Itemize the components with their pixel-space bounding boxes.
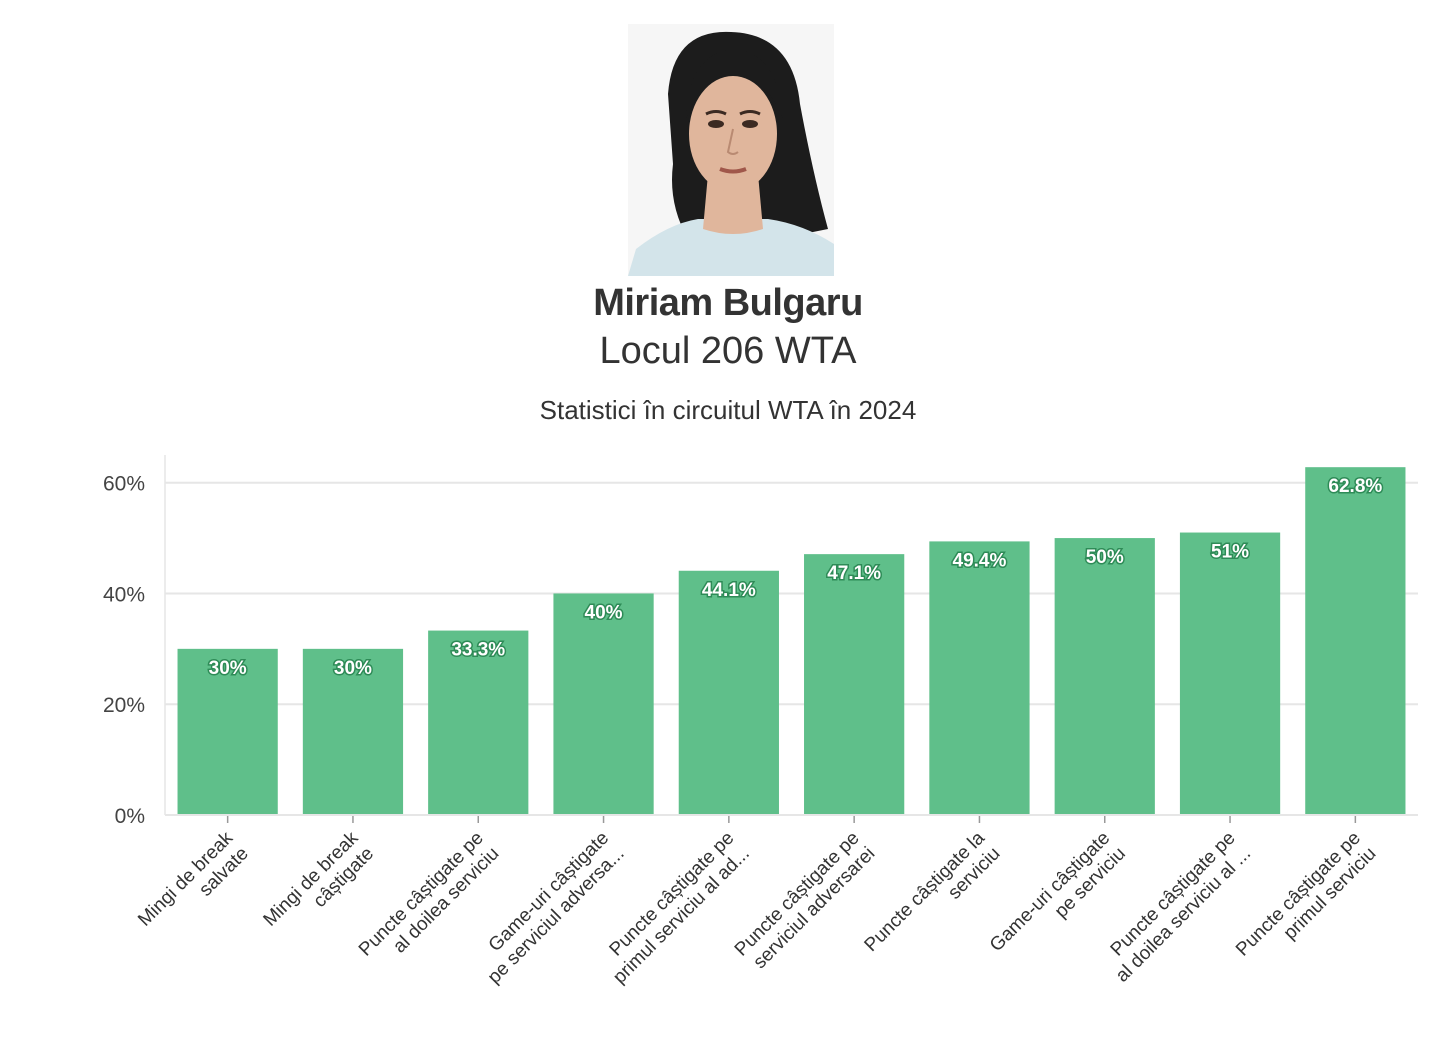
y-tick-label: 20%	[103, 694, 145, 717]
bar	[678, 570, 779, 815]
x-category-label-line: Puncte câștigate pe	[606, 828, 739, 961]
bar	[1054, 538, 1155, 815]
x-category-label-line: pe serviciul adversa...	[484, 843, 629, 988]
bar	[428, 630, 529, 815]
bar-value-label: 30%	[334, 658, 372, 679]
x-category-label: Mingi de breaksalvate	[134, 827, 253, 946]
bar	[1305, 467, 1406, 815]
bar-value-label: 62.8%	[1328, 476, 1382, 497]
player-portrait-image	[628, 24, 834, 276]
bar	[553, 593, 654, 815]
x-category-label-line: al doilea serviciu al ...	[1112, 843, 1255, 986]
y-tick-label: 60%	[103, 473, 145, 496]
x-category-label: Game-uri câștigatepe serviciu	[986, 828, 1130, 972]
bar-chart: 0% 20% 40% 60% 30% Mingi de breaksalvate 30% Mi…	[103, 455, 1418, 988]
x-category-label-line: Puncte câștigate pe	[1107, 828, 1240, 961]
bar	[1179, 532, 1281, 815]
chart-subtitle: Statistici în circuitul WTA în 2024	[539, 395, 917, 425]
bar-value-label: 44.1%	[702, 580, 756, 601]
bar-value-label: 51%	[1211, 542, 1249, 563]
x-category-label: Mingi de breakcâștigate	[260, 827, 379, 946]
x-category-label: Puncte câștigate peprimul serviciu	[1232, 828, 1380, 976]
bar-value-label: 33.3%	[451, 640, 505, 661]
x-category-label: Puncte câștigate peserviciul adversarei	[731, 828, 879, 976]
player-rank: Locul 206 WTA	[599, 330, 857, 372]
y-tick-label: 40%	[103, 583, 145, 606]
x-category-label: Puncte câștigate peal doilea serviciu	[355, 828, 503, 976]
bar-value-label: 47.1%	[827, 563, 881, 584]
bar-value-label: 50%	[1086, 547, 1124, 568]
player-name: Miriam Bulgaru	[593, 282, 863, 324]
bar	[929, 541, 1030, 815]
x-category-label-line: Puncte câștigate pe	[731, 828, 864, 961]
player-photo	[628, 24, 834, 276]
bar	[804, 554, 905, 815]
x-category-label: Puncte câștigate laserviciu	[861, 827, 1005, 971]
x-category-label-line: Puncte câștigate pe	[1232, 828, 1365, 961]
bar	[302, 648, 404, 815]
y-tick-label: 0%	[115, 805, 145, 828]
bar-value-label: 40%	[585, 602, 623, 623]
x-category-label-line: Puncte câștigate pe	[355, 828, 488, 961]
bar	[177, 648, 278, 815]
x-category-label-line: primul serviciu al ad...	[609, 843, 754, 988]
bar-value-label: 30%	[209, 658, 247, 679]
bar-value-label: 49.4%	[953, 550, 1007, 571]
